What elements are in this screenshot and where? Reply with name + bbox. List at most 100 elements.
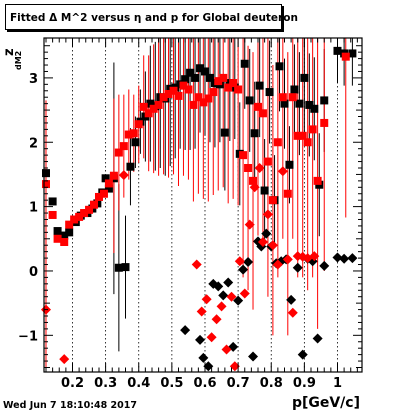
data-point-square — [313, 176, 322, 185]
data-point-square — [320, 96, 329, 105]
data-point-square — [298, 131, 307, 140]
y-tick-label: 0 — [29, 265, 38, 280]
data-point-diamond — [249, 182, 260, 193]
data-point-diamond — [118, 170, 129, 181]
data-point-diamond — [332, 252, 343, 263]
x-tick-label: 0.6 — [193, 376, 216, 391]
data-point-diamond — [347, 253, 358, 264]
data-point-square — [303, 138, 312, 147]
x-tick-label: 0.3 — [94, 376, 117, 391]
data-point-square — [146, 99, 155, 108]
plot-frame — [43, 37, 363, 373]
x-tick-label: 0.9 — [293, 376, 316, 391]
data-point-square — [199, 98, 208, 107]
data-point-square — [290, 85, 299, 94]
data-point-square — [53, 227, 62, 236]
data-point-diamond — [286, 294, 297, 305]
data-point-diamond — [201, 294, 212, 305]
data-point-square — [139, 102, 148, 111]
data-point-square — [245, 96, 254, 105]
data-point-square — [159, 93, 168, 102]
data-point-diamond — [261, 228, 272, 239]
data-point-diamond — [243, 256, 254, 267]
data-point-square — [99, 189, 108, 198]
data-point-square — [320, 118, 329, 127]
data-point-square — [191, 73, 200, 82]
data-point-diamond — [206, 332, 217, 343]
data-point-square — [179, 81, 188, 90]
data-point-diamond — [309, 251, 320, 262]
data-point-square — [219, 73, 228, 82]
data-point-square — [268, 196, 277, 205]
data-point-square — [70, 215, 79, 224]
data-point-square — [265, 88, 274, 97]
axis-ticks — [44, 38, 362, 372]
y-axis-label: z dM2 — [2, 42, 24, 82]
data-point-diamond — [198, 352, 209, 363]
chart-title-box: Fitted Δ M^2 versus η and p for Global d… — [5, 4, 298, 30]
data-point-square — [114, 148, 123, 157]
data-point-square — [285, 160, 294, 169]
data-point-diamond — [277, 166, 288, 177]
data-point-square — [114, 263, 123, 272]
data-point-square — [258, 109, 267, 118]
x-tick-label: 0.7 — [227, 376, 250, 391]
data-point-square — [244, 163, 253, 172]
data-point-square — [333, 46, 342, 55]
data-point-square — [101, 174, 110, 183]
data-point-square — [253, 102, 262, 111]
data-point-square — [186, 68, 195, 77]
data-point-diamond — [211, 314, 222, 325]
data-point-square — [134, 120, 143, 129]
data-point-square — [214, 77, 223, 86]
data-point-square — [65, 228, 74, 237]
data-point-diamond — [203, 361, 214, 372]
data-point-square — [121, 263, 130, 272]
data-point-square — [224, 83, 233, 92]
data-point-square — [249, 176, 258, 185]
data-point-diamond — [339, 253, 350, 264]
data-point-square — [131, 138, 140, 147]
y-tick-label: −1 — [18, 329, 38, 344]
data-point-square — [275, 62, 284, 71]
data-point-square — [53, 234, 62, 243]
x-tick-label: 0.2 — [61, 376, 84, 391]
data-point-square — [263, 157, 272, 166]
x-tick-label: 1 — [333, 376, 342, 391]
data-point-square — [80, 209, 89, 218]
data-point-square — [204, 94, 213, 103]
data-point-square — [94, 192, 103, 201]
data-point-diamond — [218, 290, 229, 301]
data-point-diamond — [229, 361, 240, 372]
data-point-diamond — [254, 162, 265, 173]
data-point-diamond — [191, 259, 202, 270]
data-point-square — [280, 99, 289, 108]
data-point-diamond — [223, 277, 234, 288]
data-point-diamond — [272, 259, 283, 270]
data-point-square — [239, 151, 248, 160]
y-axis-label-subscript: dM2 — [14, 50, 23, 70]
data-point-diamond — [221, 344, 232, 355]
data-point-square — [126, 162, 135, 171]
data-point-square — [308, 125, 317, 134]
data-point-diamond — [267, 240, 278, 251]
x-tick-labels: 0.2 0.3 0.4 0.5 0.6 0.7 0.8 0.9 1 — [61, 376, 342, 391]
y-tick-label: 2 — [29, 136, 38, 151]
data-point-square — [200, 67, 209, 76]
data-point-diamond — [234, 256, 245, 267]
data-point-diamond — [292, 262, 303, 273]
data-point-square — [174, 91, 183, 100]
data-point-diamond — [238, 264, 249, 275]
x-tick-label: 0.8 — [260, 376, 283, 391]
data-point-diamond — [302, 253, 313, 264]
data-point-square — [310, 104, 319, 113]
data-point-square — [169, 86, 178, 95]
data-point-square — [90, 200, 99, 209]
data-point-diamond — [195, 334, 206, 345]
data-point-square — [75, 212, 84, 221]
data-point-square — [124, 130, 133, 139]
data-point-square — [41, 180, 50, 189]
data-point-square — [260, 186, 269, 195]
data-point-diamond — [262, 209, 273, 220]
data-point-square — [65, 220, 74, 229]
